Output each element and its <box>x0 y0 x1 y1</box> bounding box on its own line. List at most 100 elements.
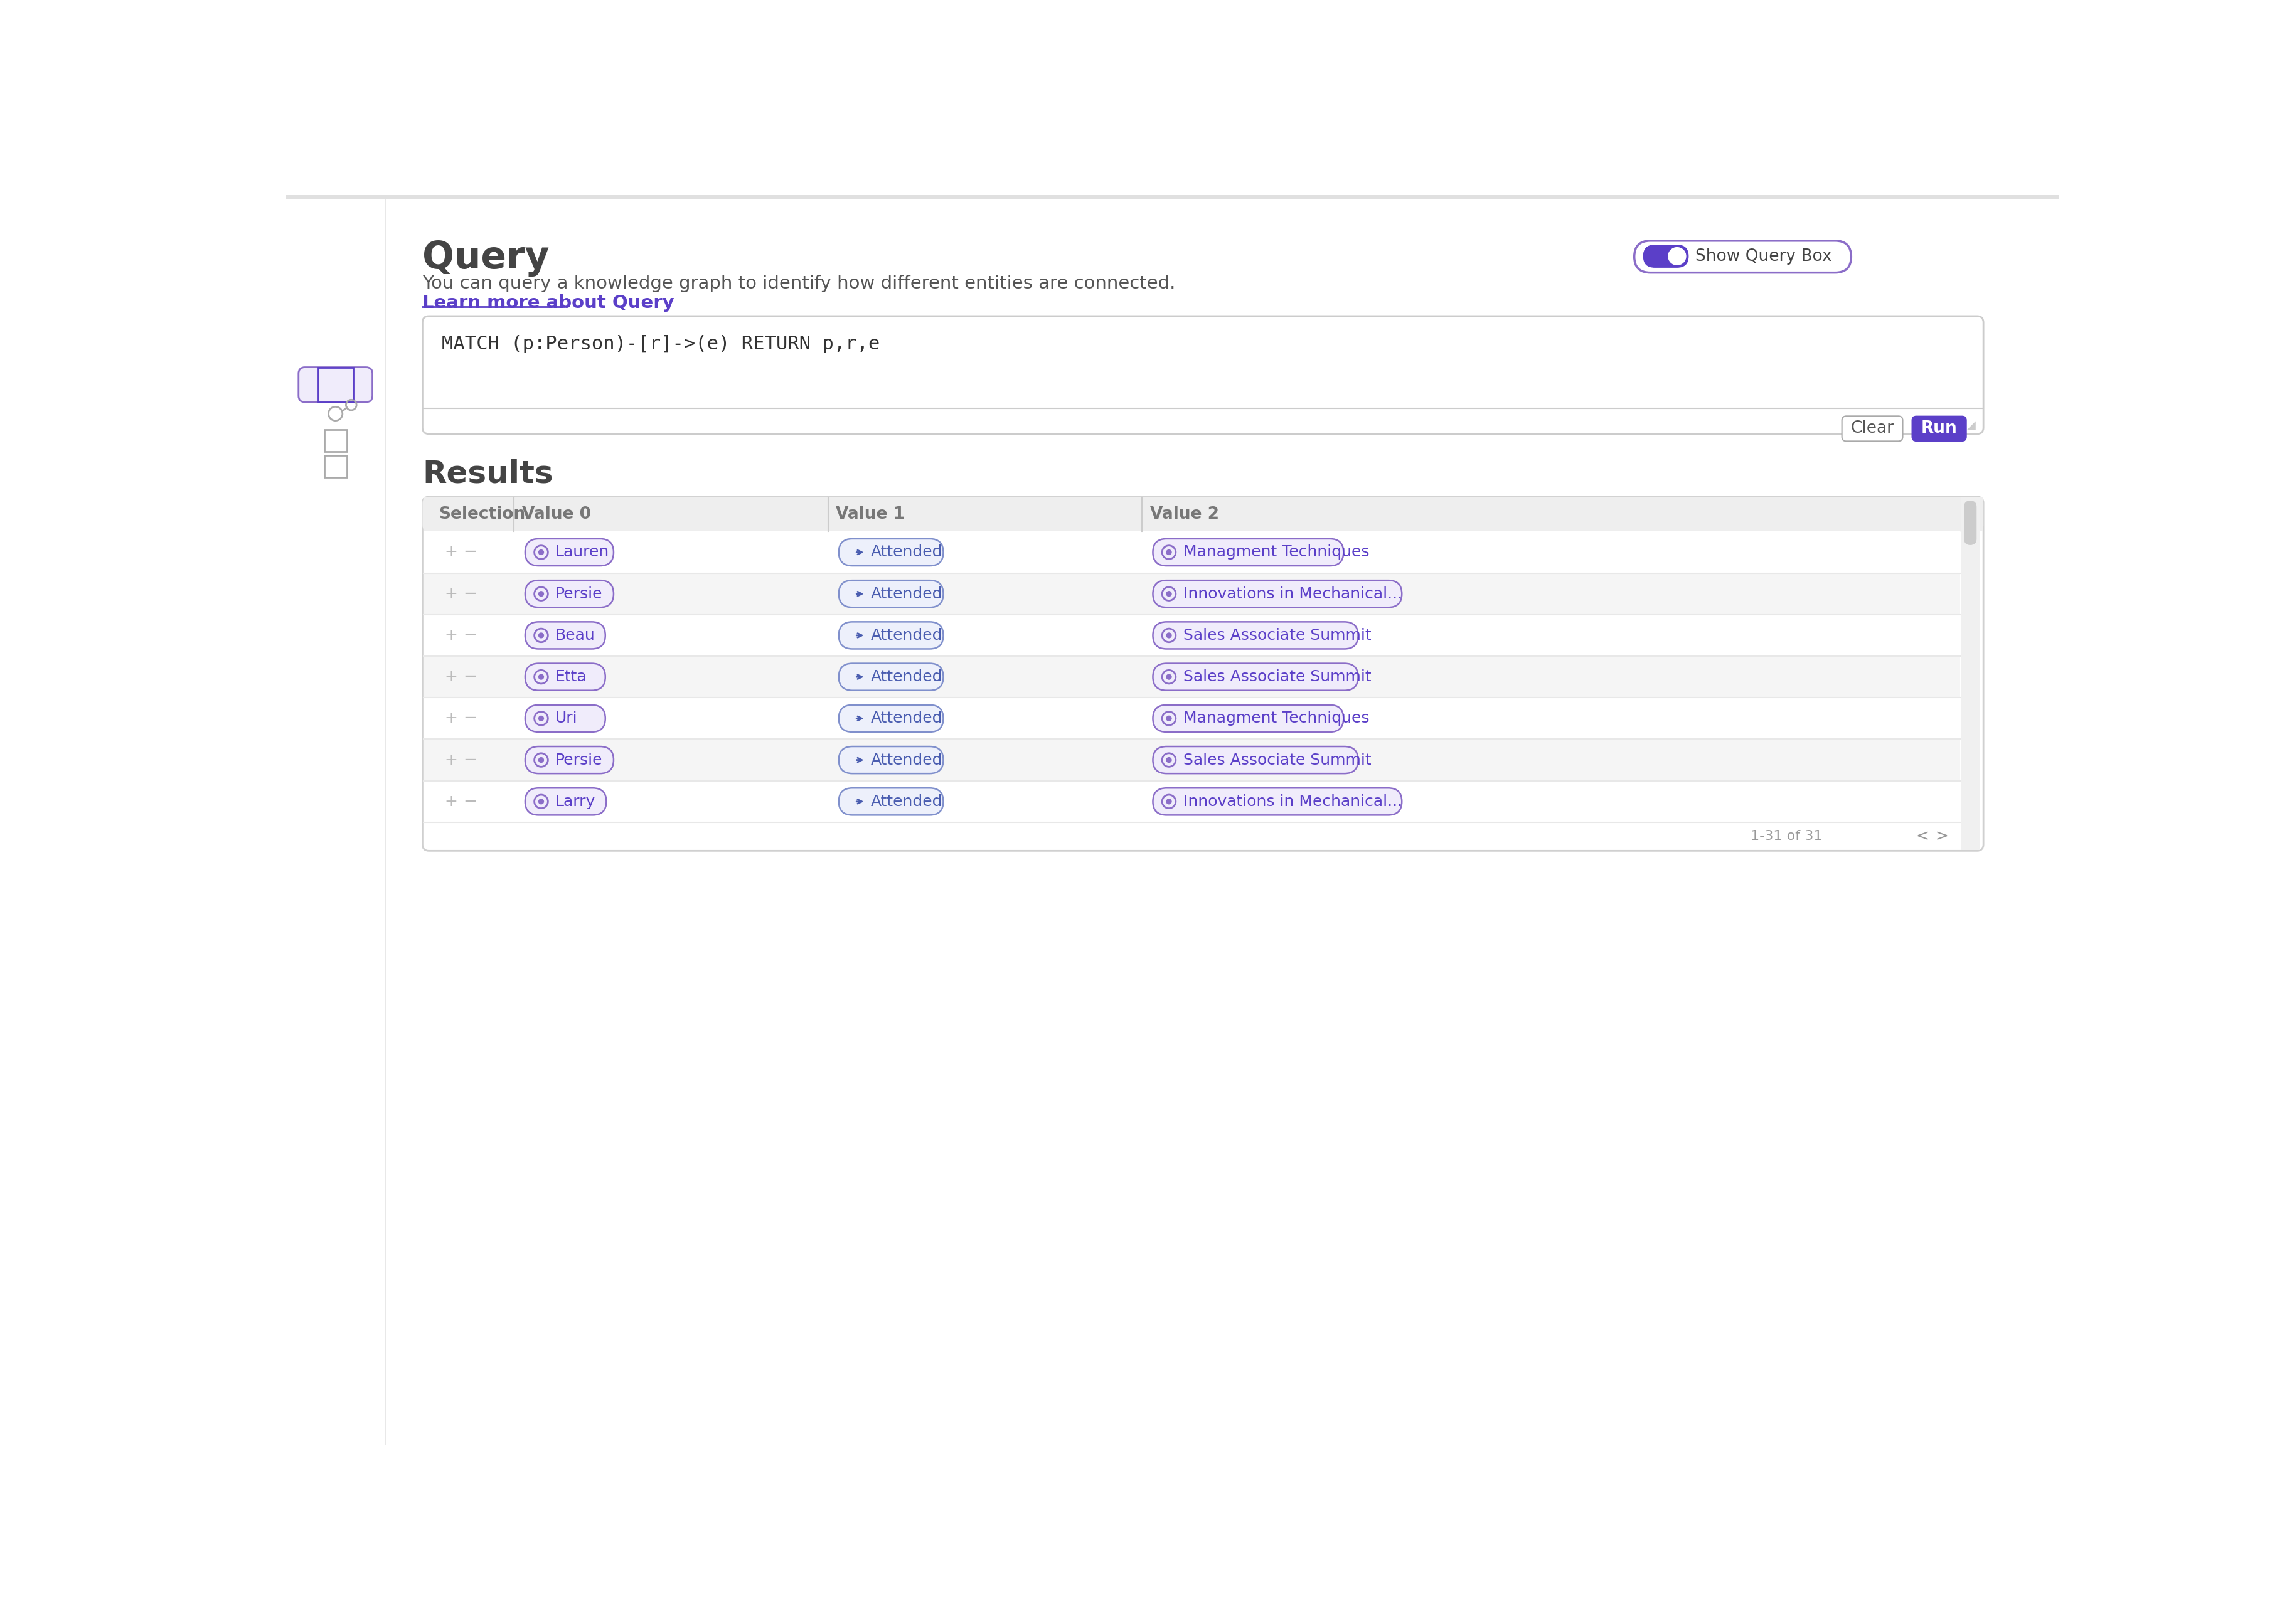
Text: Show Query Box: Show Query Box <box>1695 248 1832 265</box>
Text: Persie: Persie <box>556 752 604 768</box>
Circle shape <box>1162 628 1176 641</box>
FancyBboxPatch shape <box>1153 705 1342 732</box>
Circle shape <box>537 591 544 596</box>
Text: Persie: Persie <box>556 586 604 601</box>
Text: Beau: Beau <box>556 628 595 643</box>
Bar <box>318 367 352 403</box>
Text: Attended: Attended <box>871 711 942 726</box>
Text: +: + <box>444 669 457 684</box>
Text: Uri: Uri <box>556 711 579 726</box>
Circle shape <box>535 794 549 809</box>
Bar <box>1960 497 1981 849</box>
Circle shape <box>535 711 549 726</box>
Text: Clear: Clear <box>1850 421 1894 437</box>
FancyBboxPatch shape <box>1153 788 1402 815</box>
Text: −: − <box>464 794 478 810</box>
Text: Run: Run <box>1921 421 1958 437</box>
Text: Value 0: Value 0 <box>521 507 592 523</box>
FancyBboxPatch shape <box>526 747 613 773</box>
FancyBboxPatch shape <box>1153 663 1358 690</box>
Circle shape <box>537 549 544 555</box>
Text: +: + <box>444 544 457 560</box>
Text: −: − <box>464 544 478 560</box>
Text: +: + <box>444 794 457 809</box>
Circle shape <box>1162 671 1176 684</box>
FancyBboxPatch shape <box>839 580 942 607</box>
Bar <box>423 614 1960 656</box>
FancyBboxPatch shape <box>839 622 942 650</box>
Text: Managment Techniques: Managment Techniques <box>1182 711 1370 726</box>
Text: >: > <box>1935 828 1949 844</box>
Text: −: − <box>464 669 478 685</box>
Circle shape <box>535 586 549 601</box>
Text: +: + <box>444 752 457 768</box>
FancyBboxPatch shape <box>423 317 1983 434</box>
FancyBboxPatch shape <box>526 663 606 690</box>
FancyBboxPatch shape <box>423 497 1983 851</box>
Text: Innovations in Mechanical...: Innovations in Mechanical... <box>1182 794 1402 809</box>
Circle shape <box>1162 711 1176 726</box>
Circle shape <box>537 716 544 721</box>
Text: 1-31 of 31: 1-31 of 31 <box>1750 830 1823 843</box>
FancyBboxPatch shape <box>1841 416 1903 442</box>
Bar <box>423 656 1960 698</box>
Text: Value 2: Value 2 <box>1150 507 1219 523</box>
Text: +: + <box>444 711 457 726</box>
Text: Innovations in Mechanical...: Innovations in Mechanical... <box>1182 586 1402 601</box>
FancyBboxPatch shape <box>839 539 942 565</box>
Circle shape <box>1166 757 1171 763</box>
FancyBboxPatch shape <box>1153 539 1342 565</box>
Text: Sales Associate Summit: Sales Associate Summit <box>1182 669 1370 684</box>
Circle shape <box>535 628 549 641</box>
FancyBboxPatch shape <box>1153 747 1358 773</box>
FancyBboxPatch shape <box>839 663 942 690</box>
Text: You can query a knowledge graph to identify how different entities are connected: You can query a knowledge graph to ident… <box>423 274 1176 292</box>
Text: −: − <box>464 752 478 768</box>
Bar <box>423 531 1960 573</box>
FancyBboxPatch shape <box>1912 416 1967 442</box>
Bar <box>423 739 1960 781</box>
Text: −: − <box>464 627 478 643</box>
Circle shape <box>1166 591 1171 596</box>
FancyBboxPatch shape <box>526 788 606 815</box>
FancyBboxPatch shape <box>526 539 613 565</box>
Text: −: − <box>464 710 478 726</box>
Text: ◢: ◢ <box>1967 419 1976 430</box>
Text: +: + <box>444 586 457 601</box>
Text: +: + <box>444 628 457 643</box>
FancyBboxPatch shape <box>839 705 942 732</box>
Text: Results: Results <box>423 458 553 489</box>
FancyBboxPatch shape <box>526 705 606 732</box>
Circle shape <box>537 674 544 680</box>
Circle shape <box>535 754 549 767</box>
Circle shape <box>537 632 544 638</box>
Circle shape <box>1166 716 1171 721</box>
Circle shape <box>1162 754 1176 767</box>
Bar <box>423 781 1960 822</box>
FancyBboxPatch shape <box>526 622 606 650</box>
Text: Larry: Larry <box>556 794 595 809</box>
Bar <box>423 573 1960 614</box>
Text: Etta: Etta <box>556 669 588 684</box>
Text: Sales Associate Summit: Sales Associate Summit <box>1182 628 1370 643</box>
Bar <box>325 455 348 477</box>
Text: <: < <box>1917 828 1930 844</box>
Text: Managment Techniques: Managment Techniques <box>1182 544 1370 560</box>
Circle shape <box>1166 632 1171 638</box>
Circle shape <box>535 546 549 559</box>
Text: Attended: Attended <box>871 752 942 768</box>
FancyBboxPatch shape <box>423 497 1983 531</box>
Text: Selection: Selection <box>439 507 526 523</box>
Text: Attended: Attended <box>871 669 942 684</box>
Text: Sales Associate Summit: Sales Associate Summit <box>1182 752 1370 768</box>
Text: Lauren: Lauren <box>556 544 608 560</box>
FancyBboxPatch shape <box>839 788 942 815</box>
Text: Query: Query <box>423 239 549 276</box>
FancyBboxPatch shape <box>1153 580 1402 607</box>
Circle shape <box>1667 247 1686 265</box>
Bar <box>286 195 2058 198</box>
Circle shape <box>537 757 544 763</box>
Circle shape <box>1166 549 1171 555</box>
Text: −: − <box>464 586 478 603</box>
Circle shape <box>535 671 549 684</box>
